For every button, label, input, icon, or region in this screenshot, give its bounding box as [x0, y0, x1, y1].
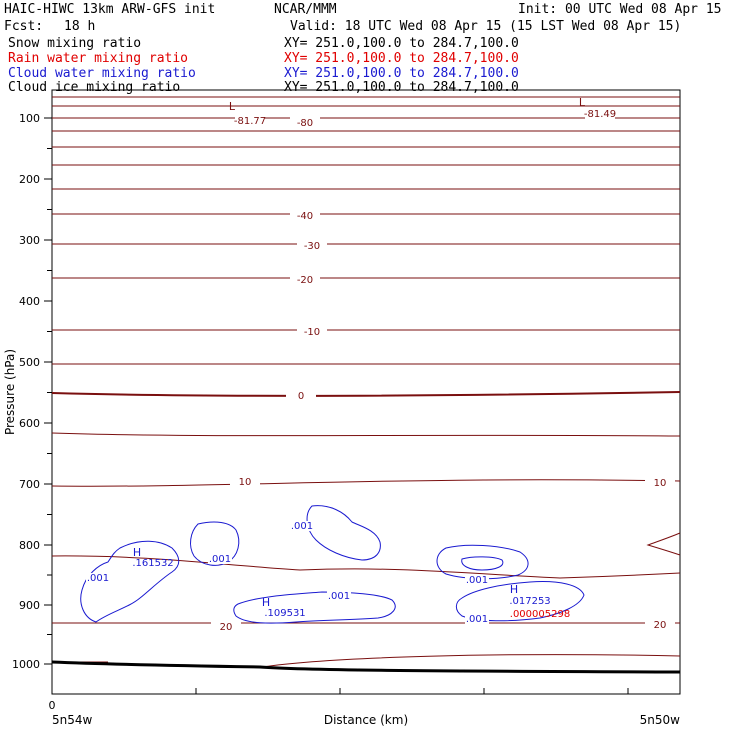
- x-axis-title: Distance (km): [324, 713, 408, 727]
- extremum-tag: L: [229, 100, 236, 113]
- temp-label-bg: [297, 240, 327, 251]
- field-cloudice-xy: XY= 251.0,100.0 to 284.7,100.0: [284, 80, 519, 95]
- y-tick-label: 900: [19, 599, 40, 612]
- temp-contour-label: -20: [297, 275, 313, 286]
- temp-label-bg: [645, 477, 675, 488]
- temp-contour-label: -10: [304, 327, 320, 338]
- field-cloudwater-name: Cloud water mixing ratio: [8, 66, 196, 81]
- cloud-contour: [461, 556, 504, 571]
- temp-contour-label: 20: [220, 622, 233, 633]
- isotherms: [51, 96, 681, 668]
- center-label: NCAR/MMM: [274, 2, 337, 17]
- isotherm: [51, 555, 681, 579]
- cloud-contour: [233, 591, 396, 624]
- field-cloudice-name: Cloud ice mixing ratio: [8, 80, 181, 95]
- cloud-contour: [306, 505, 381, 561]
- y-tick-label: 700: [19, 478, 40, 491]
- temp-contour-label: 0: [298, 391, 304, 402]
- temp-label-bg: [286, 390, 316, 401]
- temp-contour-label: 10: [654, 478, 667, 489]
- temp-contour-label: -81.77: [234, 116, 266, 127]
- extremum-value: .109531: [264, 608, 305, 619]
- temp-label-bg: [585, 108, 615, 119]
- temp-label-bg: [297, 326, 327, 337]
- isotherm: [51, 432, 681, 437]
- y-tick-label: 300: [19, 234, 40, 247]
- cloud-contour-label: .001: [209, 554, 231, 565]
- temp-label-bg: [290, 274, 320, 285]
- valid-time: Valid: 18 UTC Wed 08 Apr 15 (15 LST Wed …: [290, 19, 682, 34]
- x-end-label: 5n50w: [640, 713, 681, 727]
- temp-contour-label: -80: [297, 118, 313, 129]
- cloud-contour-label: .001: [328, 591, 350, 602]
- y-axis-title: Pressure (hPa): [3, 349, 17, 435]
- temp-label-bg: [235, 115, 265, 126]
- cloud-contour: [436, 544, 529, 580]
- cloud-label-bg: [465, 575, 489, 585]
- temp-contour-label: -40: [297, 211, 313, 222]
- y-tick-label: 800: [19, 539, 40, 552]
- model-title: HAIC-HIWC 13km ARW-GFS init: [4, 2, 216, 17]
- extremum-value: .017253: [509, 596, 550, 607]
- temp-contour-label: 20: [654, 620, 667, 631]
- y-tick-label: 500: [19, 356, 40, 369]
- y-tick-label: 100: [19, 112, 40, 125]
- y-tick-label: 600: [19, 417, 40, 430]
- temp-label-bg: [230, 476, 260, 487]
- y-tick-label: 400: [19, 295, 40, 308]
- plot-frame: [51, 89, 681, 695]
- x-origin-label: 0: [49, 699, 56, 712]
- field-snow-name: Snow mixing ratio: [8, 36, 142, 51]
- isotherm-zero: [51, 391, 681, 397]
- temp-label-bg: [290, 117, 320, 128]
- isotherm: [261, 654, 681, 668]
- cloud-contour: [80, 540, 180, 623]
- cloud-contour: [455, 581, 585, 622]
- isotherm: [646, 532, 681, 556]
- temp-contour-label: 10: [239, 477, 252, 488]
- y-tick-label: 200: [19, 173, 40, 186]
- temp-label-bg: [290, 210, 320, 221]
- fcst-value: 18 h: [64, 19, 96, 34]
- cloud-label-bg: [290, 521, 314, 531]
- init-time: Init: 00 UTC Wed 08 Apr 15: [518, 2, 722, 17]
- cloud-label-bg: [86, 573, 110, 583]
- cloud-label-bg: [327, 591, 351, 601]
- extremum-tag: L: [579, 96, 586, 109]
- cloud-label-bg: [465, 614, 489, 624]
- temp-contour-label: -81.49: [584, 109, 616, 120]
- rain-extremum-value: .000005298: [510, 609, 570, 620]
- extremum-value: .161532: [132, 558, 173, 569]
- extremum-tag: H: [510, 583, 518, 596]
- field-rain-xy: XY= 251.0,100.0 to 284.7,100.0: [284, 51, 519, 66]
- x-start-label: 5n54w: [52, 713, 93, 727]
- isotherm: [51, 479, 681, 487]
- field-rain-name: Rain water mixing ratio: [8, 51, 189, 66]
- cloud-contour-label: .001: [466, 575, 488, 586]
- terrain-surface: [51, 660, 681, 674]
- field-cloudwater-xy: XY= 251.0,100.0 to 284.7,100.0: [284, 66, 519, 81]
- y-tick-label: 1000: [12, 658, 40, 671]
- cloud-contour-label: .001: [466, 614, 488, 625]
- field-snow-xy: XY= 251.0,100.0 to 284.7,100.0: [284, 36, 519, 51]
- cloud-contour-label: .001: [87, 573, 109, 584]
- cloud-label-bg: [208, 554, 232, 564]
- temp-label-bg: [645, 619, 675, 630]
- label-layer: -81.77 -80 -81.49 -40 -30 -20 -10 0 10 10 20 20 L L H.…: [86, 96, 675, 633]
- temp-contour-label: -30: [304, 241, 320, 252]
- extremum-tag: H: [262, 596, 270, 609]
- extremum-tag: H: [133, 546, 141, 559]
- cloud-contour-label: .001: [291, 521, 313, 532]
- fcst-label: Fcst:: [4, 19, 44, 34]
- temp-label-bg: [211, 621, 241, 632]
